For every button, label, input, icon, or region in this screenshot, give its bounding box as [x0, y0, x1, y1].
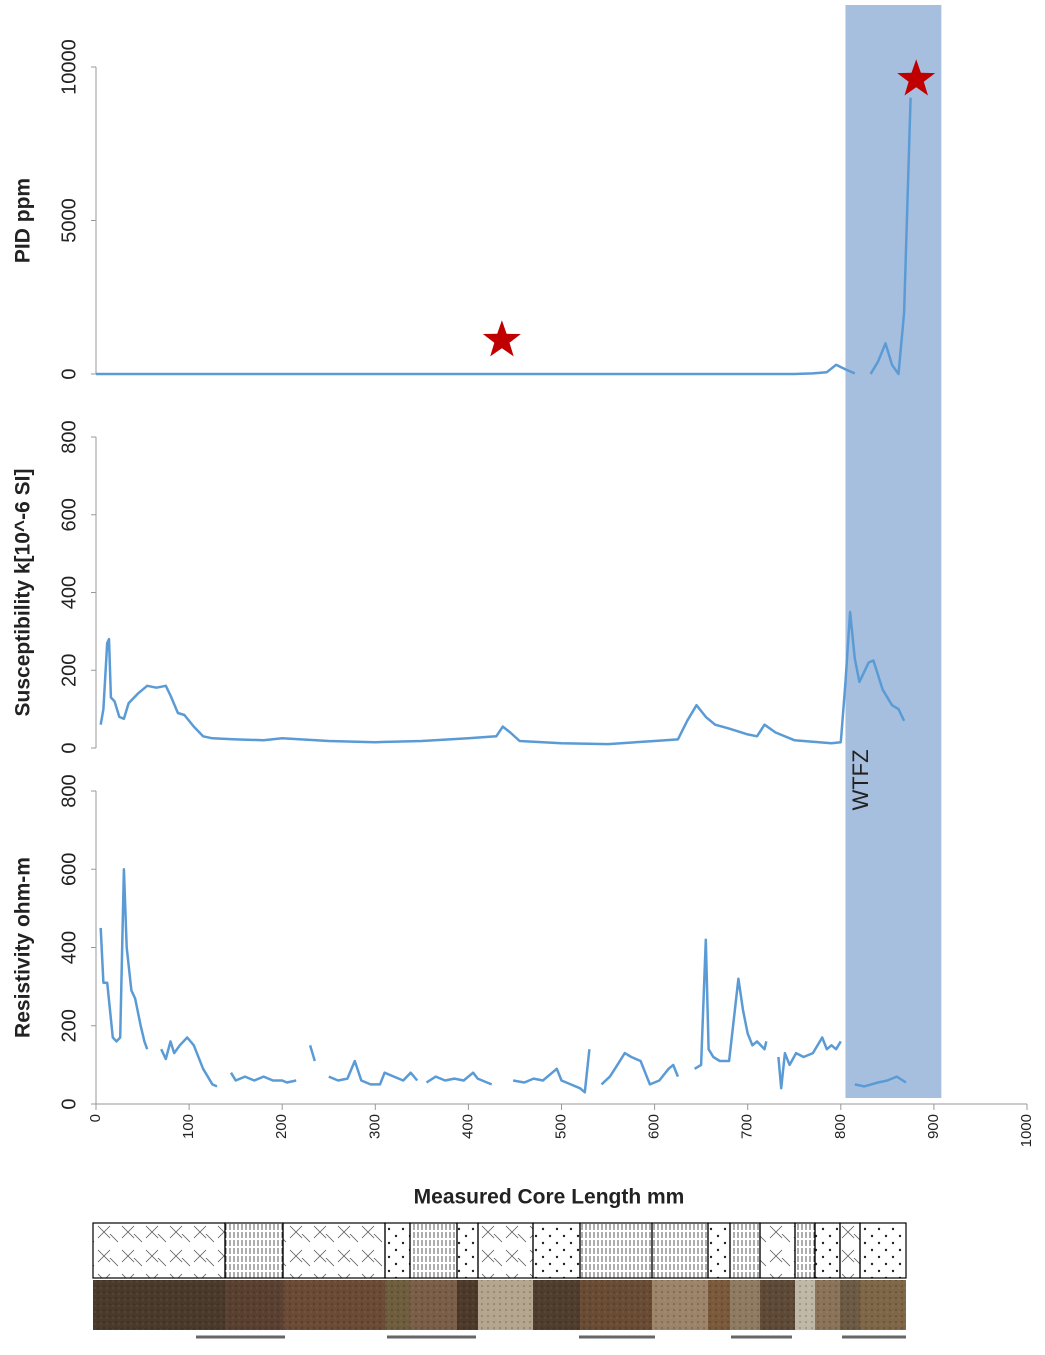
core-photo-texture — [533, 1280, 580, 1330]
core-photo-texture — [760, 1280, 795, 1330]
lithology-cell — [384, 1222, 411, 1279]
shaded-region — [845, 5, 942, 1098]
y-axis-title: PID ppm — [12, 178, 35, 263]
lithology-cell — [579, 1222, 653, 1279]
data-line — [96, 97, 912, 376]
lithology-cell — [859, 1222, 907, 1279]
core-photo-texture — [457, 1280, 478, 1330]
x-tick-label: 500 — [552, 1114, 569, 1139]
x-tick-label: 600 — [646, 1114, 663, 1139]
y-tick-label: 0 — [58, 1098, 80, 1109]
y-axis-title: Resistivity ohm-m — [12, 857, 35, 1038]
x-tick-label: 0 — [87, 1114, 104, 1122]
core-photo-texture — [652, 1280, 708, 1330]
lithology-cell — [477, 1222, 534, 1279]
lithology-cell — [814, 1222, 841, 1279]
core-photo-texture — [385, 1280, 410, 1330]
x-tick-label: 200 — [273, 1114, 290, 1139]
star-marker — [482, 320, 521, 357]
lithology-cell — [759, 1222, 796, 1279]
x-tick-label: 700 — [739, 1114, 756, 1139]
x-axis-title: Measured Core Length mm — [414, 1186, 685, 1209]
core-photo-texture — [840, 1280, 860, 1330]
x-tick-label: 300 — [366, 1114, 383, 1139]
lithology-cell — [839, 1222, 861, 1279]
data-line — [99, 868, 907, 1094]
y-tick-label: 600 — [58, 498, 80, 531]
lithology-cell — [282, 1222, 386, 1279]
lithology-cell — [794, 1222, 816, 1279]
data-line — [99, 610, 906, 746]
core-photo-texture — [225, 1280, 283, 1330]
lithology-cell — [707, 1222, 731, 1279]
x-tick-label: 1000 — [1018, 1114, 1035, 1147]
y-tick-label: 800 — [58, 420, 80, 453]
core-photo-texture — [815, 1280, 840, 1330]
x-tick-label: 400 — [459, 1114, 476, 1139]
x-tick-label: 900 — [925, 1114, 942, 1139]
y-tick-label: 0 — [58, 742, 80, 753]
y-tick-label: 400 — [58, 931, 80, 964]
y-tick-label: 10000 — [58, 39, 80, 95]
star-marker — [897, 59, 936, 96]
y-tick-label: 400 — [58, 576, 80, 609]
y-axis-title: Susceptibility k[10^-6 SI] — [12, 468, 35, 716]
x-tick-label: 800 — [832, 1114, 849, 1139]
lithology-cell — [456, 1222, 479, 1279]
x-tick-label: 100 — [180, 1114, 197, 1139]
y-tick-label: 200 — [58, 1009, 80, 1042]
lithology-cell — [651, 1222, 709, 1279]
y-tick-label: 5000 — [58, 198, 80, 243]
region-label: WTFZ — [848, 749, 873, 810]
lithology-cell — [532, 1222, 581, 1279]
lithology-log — [92, 1222, 907, 1339]
y-tick-label: 0 — [58, 368, 80, 379]
lithology-cell — [224, 1222, 284, 1279]
core-photo-texture — [708, 1280, 730, 1330]
core-photo-texture — [860, 1280, 906, 1330]
lithology-cell — [92, 1222, 226, 1279]
core-photo-texture — [93, 1280, 225, 1330]
y-tick-label: 200 — [58, 654, 80, 687]
lithology-cell — [729, 1222, 761, 1279]
core-photo-texture — [478, 1280, 533, 1330]
core-photo-texture — [410, 1280, 457, 1330]
core-photo-texture — [283, 1280, 385, 1330]
y-tick-label: 600 — [58, 853, 80, 886]
lithology-cell — [409, 1222, 458, 1279]
core-photo-texture — [795, 1280, 815, 1330]
core-photo-texture — [730, 1280, 760, 1330]
core-photo-texture — [580, 1280, 652, 1330]
y-tick-label: 800 — [58, 774, 80, 807]
